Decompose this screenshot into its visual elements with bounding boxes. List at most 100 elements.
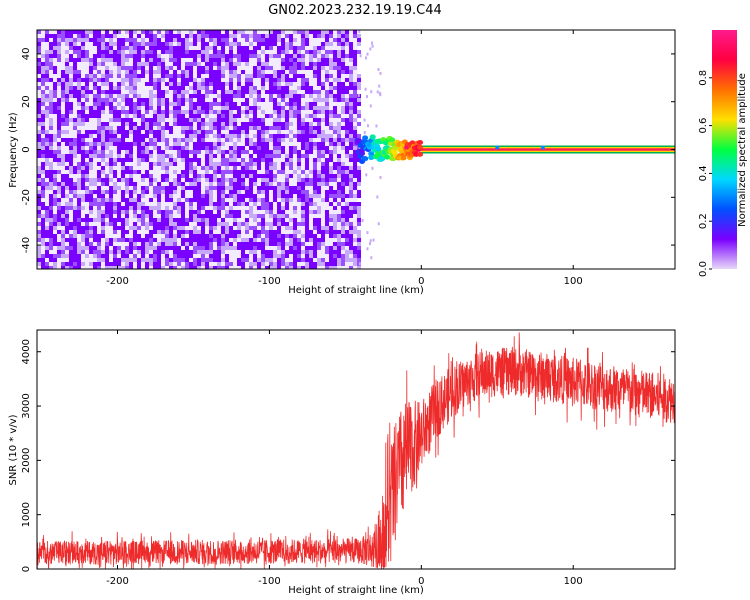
heatmap-cell	[93, 66, 97, 70]
heatmap-cell	[313, 234, 317, 238]
heatmap-cell	[161, 222, 165, 230]
heatmap-cell	[125, 218, 129, 222]
heatmap-cell	[265, 178, 269, 182]
heatmap-cell	[149, 258, 153, 262]
heatmap-cell	[285, 50, 289, 54]
heatmap-cell	[253, 106, 257, 114]
heatmap-cell	[185, 70, 189, 74]
heatmap-cell	[333, 138, 337, 142]
heatmap-cell	[221, 178, 225, 182]
heatmap-cell	[97, 110, 101, 118]
signal-band-core	[421, 148, 675, 151]
heatmap-cell	[329, 258, 333, 266]
heatmap-cell	[69, 198, 73, 202]
heatmap-cell	[177, 138, 181, 142]
heatmap-cell	[157, 62, 161, 66]
heatmap-cell	[125, 266, 129, 269]
heatmap-cell	[177, 82, 181, 86]
heatmap-cell	[225, 82, 229, 86]
heatmap-cell	[41, 218, 45, 226]
heatmap-cell	[333, 226, 337, 230]
heatmap-cell	[169, 34, 173, 42]
heatmap-cell	[261, 42, 265, 46]
heatmap-cell	[325, 262, 329, 269]
heatmap-cell	[197, 158, 201, 166]
figure-title: GN02.2023.232.19.19.C44	[268, 3, 442, 18]
heatmap-cell	[185, 54, 189, 58]
signal-blob	[389, 137, 396, 143]
signal-blob	[375, 146, 382, 152]
heatmap-cell	[73, 142, 77, 146]
heatmap-cell	[301, 242, 305, 246]
heatmap-cell	[217, 66, 221, 70]
heatmap-cell	[277, 202, 281, 210]
heatmap-cell	[221, 106, 225, 110]
heatmap-cell	[129, 174, 133, 178]
heatmap-cell	[325, 182, 329, 186]
heatmap-cell	[161, 150, 165, 154]
heatmap-cell	[233, 210, 237, 214]
heatmap-cell	[293, 110, 297, 114]
heatmap-cell	[285, 34, 289, 38]
heatmap-cell	[237, 210, 241, 218]
heatmap-cell	[317, 82, 321, 86]
heatmap-cell	[77, 34, 81, 38]
heatmap-cell	[325, 158, 329, 166]
heatmap-cell	[105, 66, 109, 70]
heatmap-cell	[93, 202, 97, 206]
heatmap-cell	[57, 214, 61, 218]
heatmap-cell	[113, 266, 117, 269]
heatmap-cell	[297, 62, 301, 66]
heatmap-cell	[341, 206, 345, 210]
heatmap-cell	[341, 118, 345, 122]
heatmap-cell	[133, 182, 137, 186]
heatmap-cell	[213, 70, 217, 78]
heatmap-cell	[341, 126, 345, 130]
heatmap-cell	[253, 250, 257, 254]
heatmap-cell	[289, 130, 293, 134]
heatmap-cell	[97, 78, 101, 82]
heatmap-cell	[145, 70, 149, 74]
heatmap-cell	[289, 54, 293, 58]
heatmap-cell	[97, 54, 101, 58]
heatmap-cell	[81, 138, 85, 142]
heatmap-cell	[85, 190, 89, 194]
heatmap-cell	[65, 130, 69, 134]
heatmap-cell	[61, 246, 65, 250]
heatmap-cell	[157, 30, 161, 34]
heatmap-cell	[253, 54, 257, 58]
heatmap-cell	[173, 222, 177, 226]
heatmap-cell	[149, 98, 153, 102]
heatmap-cell	[141, 70, 145, 78]
heatmap-cell	[321, 54, 325, 58]
heatmap-cell	[73, 246, 77, 254]
heatmap-cell	[333, 214, 337, 218]
heatmap-cell	[181, 74, 185, 82]
heatmap-cell	[201, 226, 205, 234]
heatmap-cell	[133, 222, 137, 226]
heatmap-cell	[245, 242, 249, 250]
heatmap-cell	[261, 138, 265, 142]
heatmap-cell	[41, 190, 45, 194]
heatmap-cell	[101, 46, 105, 50]
heatmap-cell	[341, 94, 345, 98]
heatmap-cell	[349, 186, 353, 190]
heatmap-cell	[101, 138, 105, 142]
heatmap-cell	[149, 246, 153, 250]
heatmap-cell	[185, 162, 189, 166]
heatmap-cell	[53, 242, 57, 246]
heatmap-cell	[197, 250, 201, 254]
heatmap-cell	[221, 234, 225, 238]
heatmap-cell	[197, 182, 201, 190]
heatmap-cell	[249, 182, 253, 186]
heatmap-cell	[161, 110, 165, 114]
heatmap-cell	[301, 118, 305, 122]
heatmap-cell	[237, 222, 241, 226]
heatmap-cell	[81, 218, 85, 222]
heatmap-cell	[105, 126, 109, 130]
heatmap-cell	[109, 118, 113, 122]
heatmap-cell	[125, 206, 129, 210]
heatmap-cell	[217, 82, 221, 90]
heatmap-cell	[301, 258, 305, 262]
heatmap-cell	[301, 86, 305, 90]
